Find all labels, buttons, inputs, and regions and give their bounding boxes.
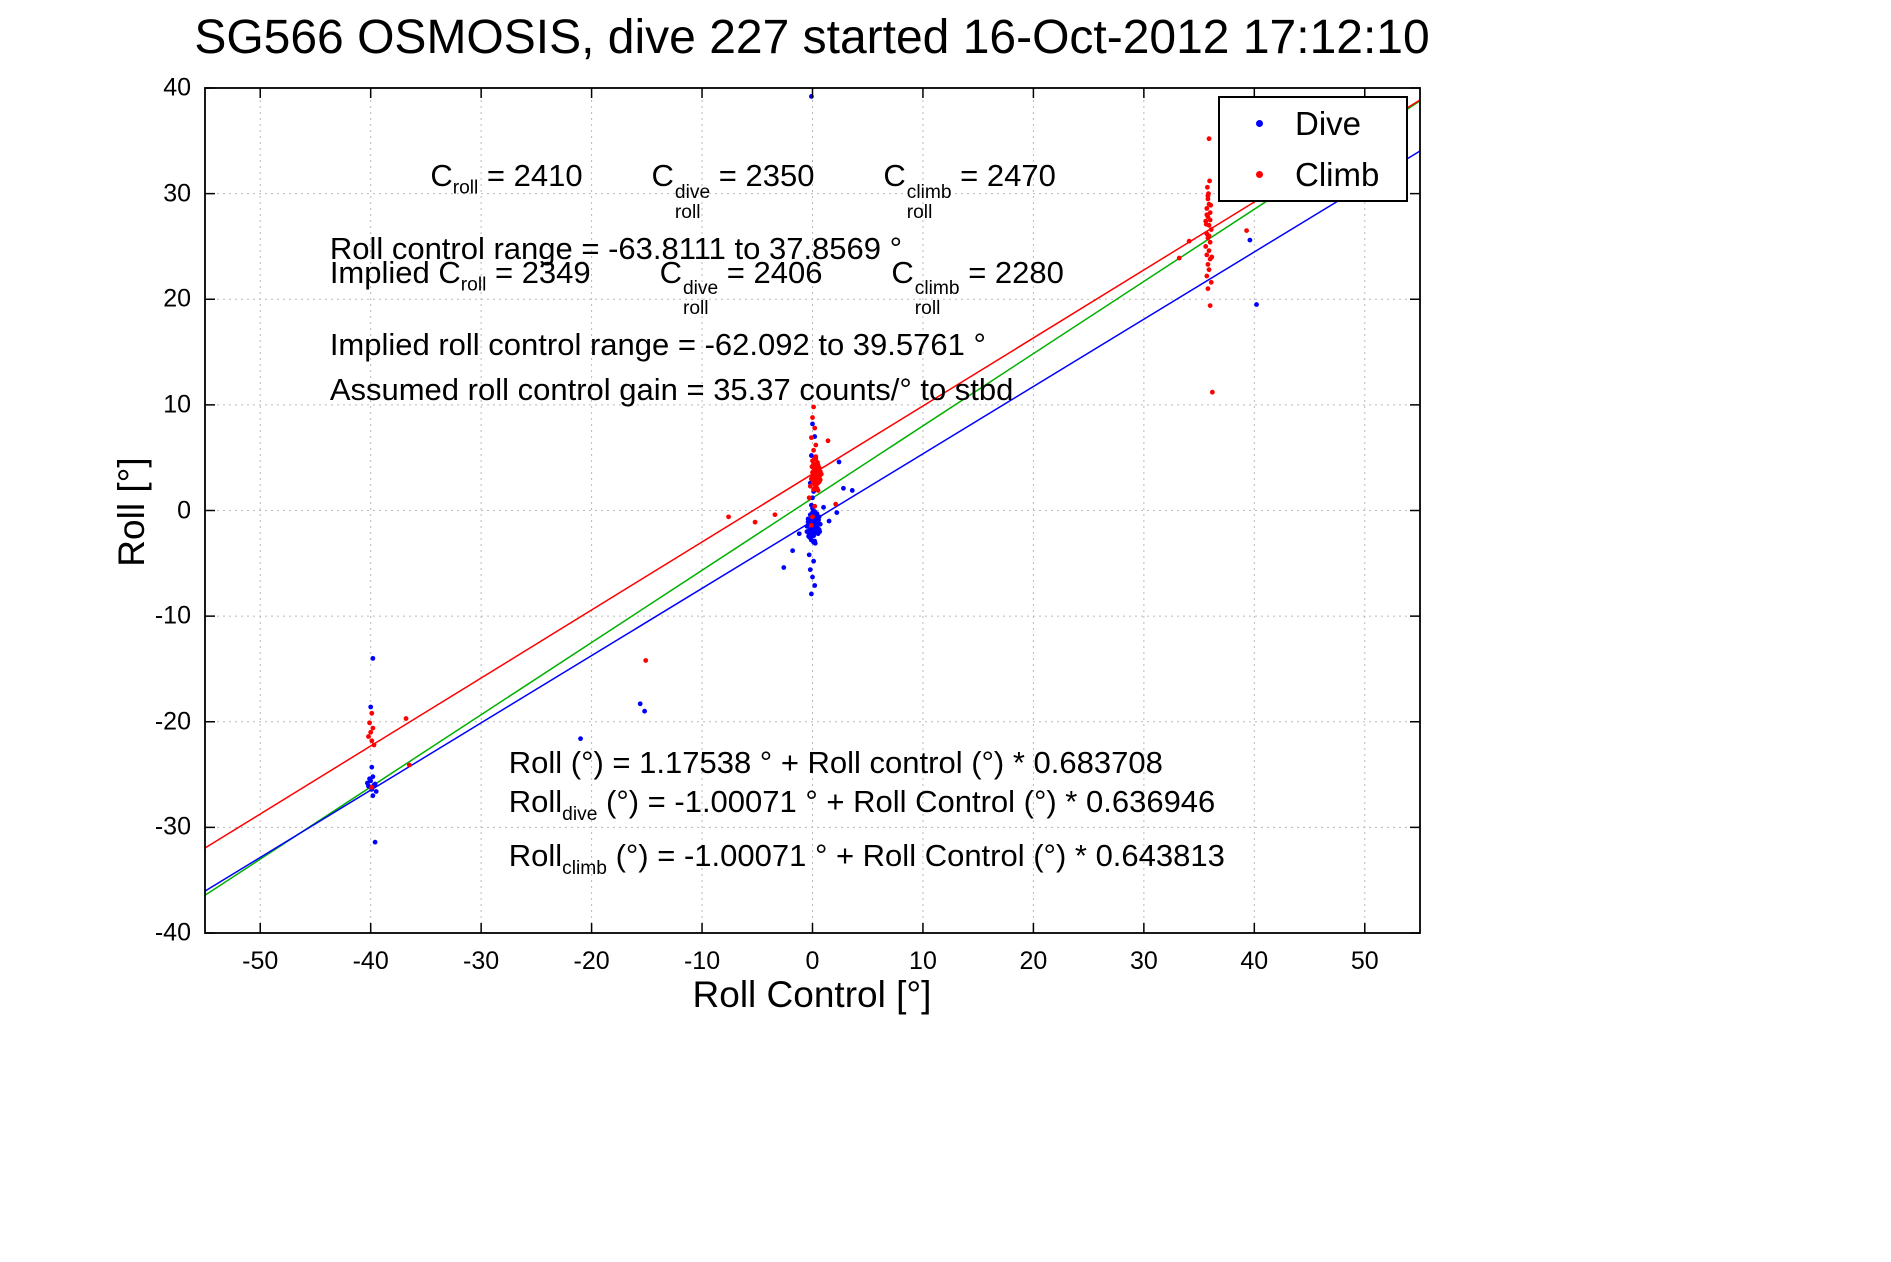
x-tick-label: -50 [242,947,279,975]
y-tick-label: 0 [177,496,191,524]
y-tick-label: -30 [154,812,191,841]
x-tick-label: -10 [683,947,721,975]
annotation-7: Rolldive (°) = -1.00071 ° + Roll Control… [508,784,1216,826]
x-tick-label: 0 [805,947,820,975]
series-climb [366,136,1249,790]
axes-box [204,87,1421,934]
y-tick-label: -10 [154,601,191,630]
y-tick-label: 20 [163,284,191,313]
x-tick-label: -40 [352,947,389,975]
legend-label-dive: Dive [1295,104,1362,142]
legend-label-climb: Climb [1295,155,1380,193]
x-tick-label: 40 [1240,947,1269,975]
y-tick-label: 10 [163,390,191,419]
y-tick-label: -40 [154,918,191,947]
x-tick-label: 20 [1019,947,1048,975]
x-tick-label: 10 [909,947,937,975]
plot-title: SG566 OSMOSIS, dive 227 started 16-Oct-2… [194,11,1430,64]
annotation-2: Roll control range = -63.8111 to 37.8569… [329,230,903,266]
annotation-5: Assumed roll control gain = 35.37 counts… [329,372,1014,408]
y-tick-label: -20 [154,707,191,736]
annotation-4: Implied roll control range = -62.092 to … [329,326,986,362]
annotation-6: Roll (°) = 1.17538 ° + Roll control (°) … [508,744,1163,780]
x-tick-label: -30 [463,947,500,975]
x-tick-label: 50 [1350,947,1379,975]
y-tick-label: 30 [163,179,191,208]
legend-item-climb: Climb [1220,156,1406,194]
legend: Dive Climb [1218,96,1408,202]
x-axis-label: Roll Control [°] [692,974,932,1015]
x-tick-label: 30 [1129,947,1158,975]
dive-marker-icon [1256,120,1263,127]
x-tick-label: -20 [573,947,610,975]
legend-item-dive: Dive [1220,105,1406,143]
annotation-8: Rollclimb (°) = -1.00071 ° + Roll Contro… [508,838,1225,879]
climb-marker-icon [1256,171,1263,178]
y-axis-label: Roll [°] [111,457,152,567]
y-tick-label: 40 [163,73,191,102]
